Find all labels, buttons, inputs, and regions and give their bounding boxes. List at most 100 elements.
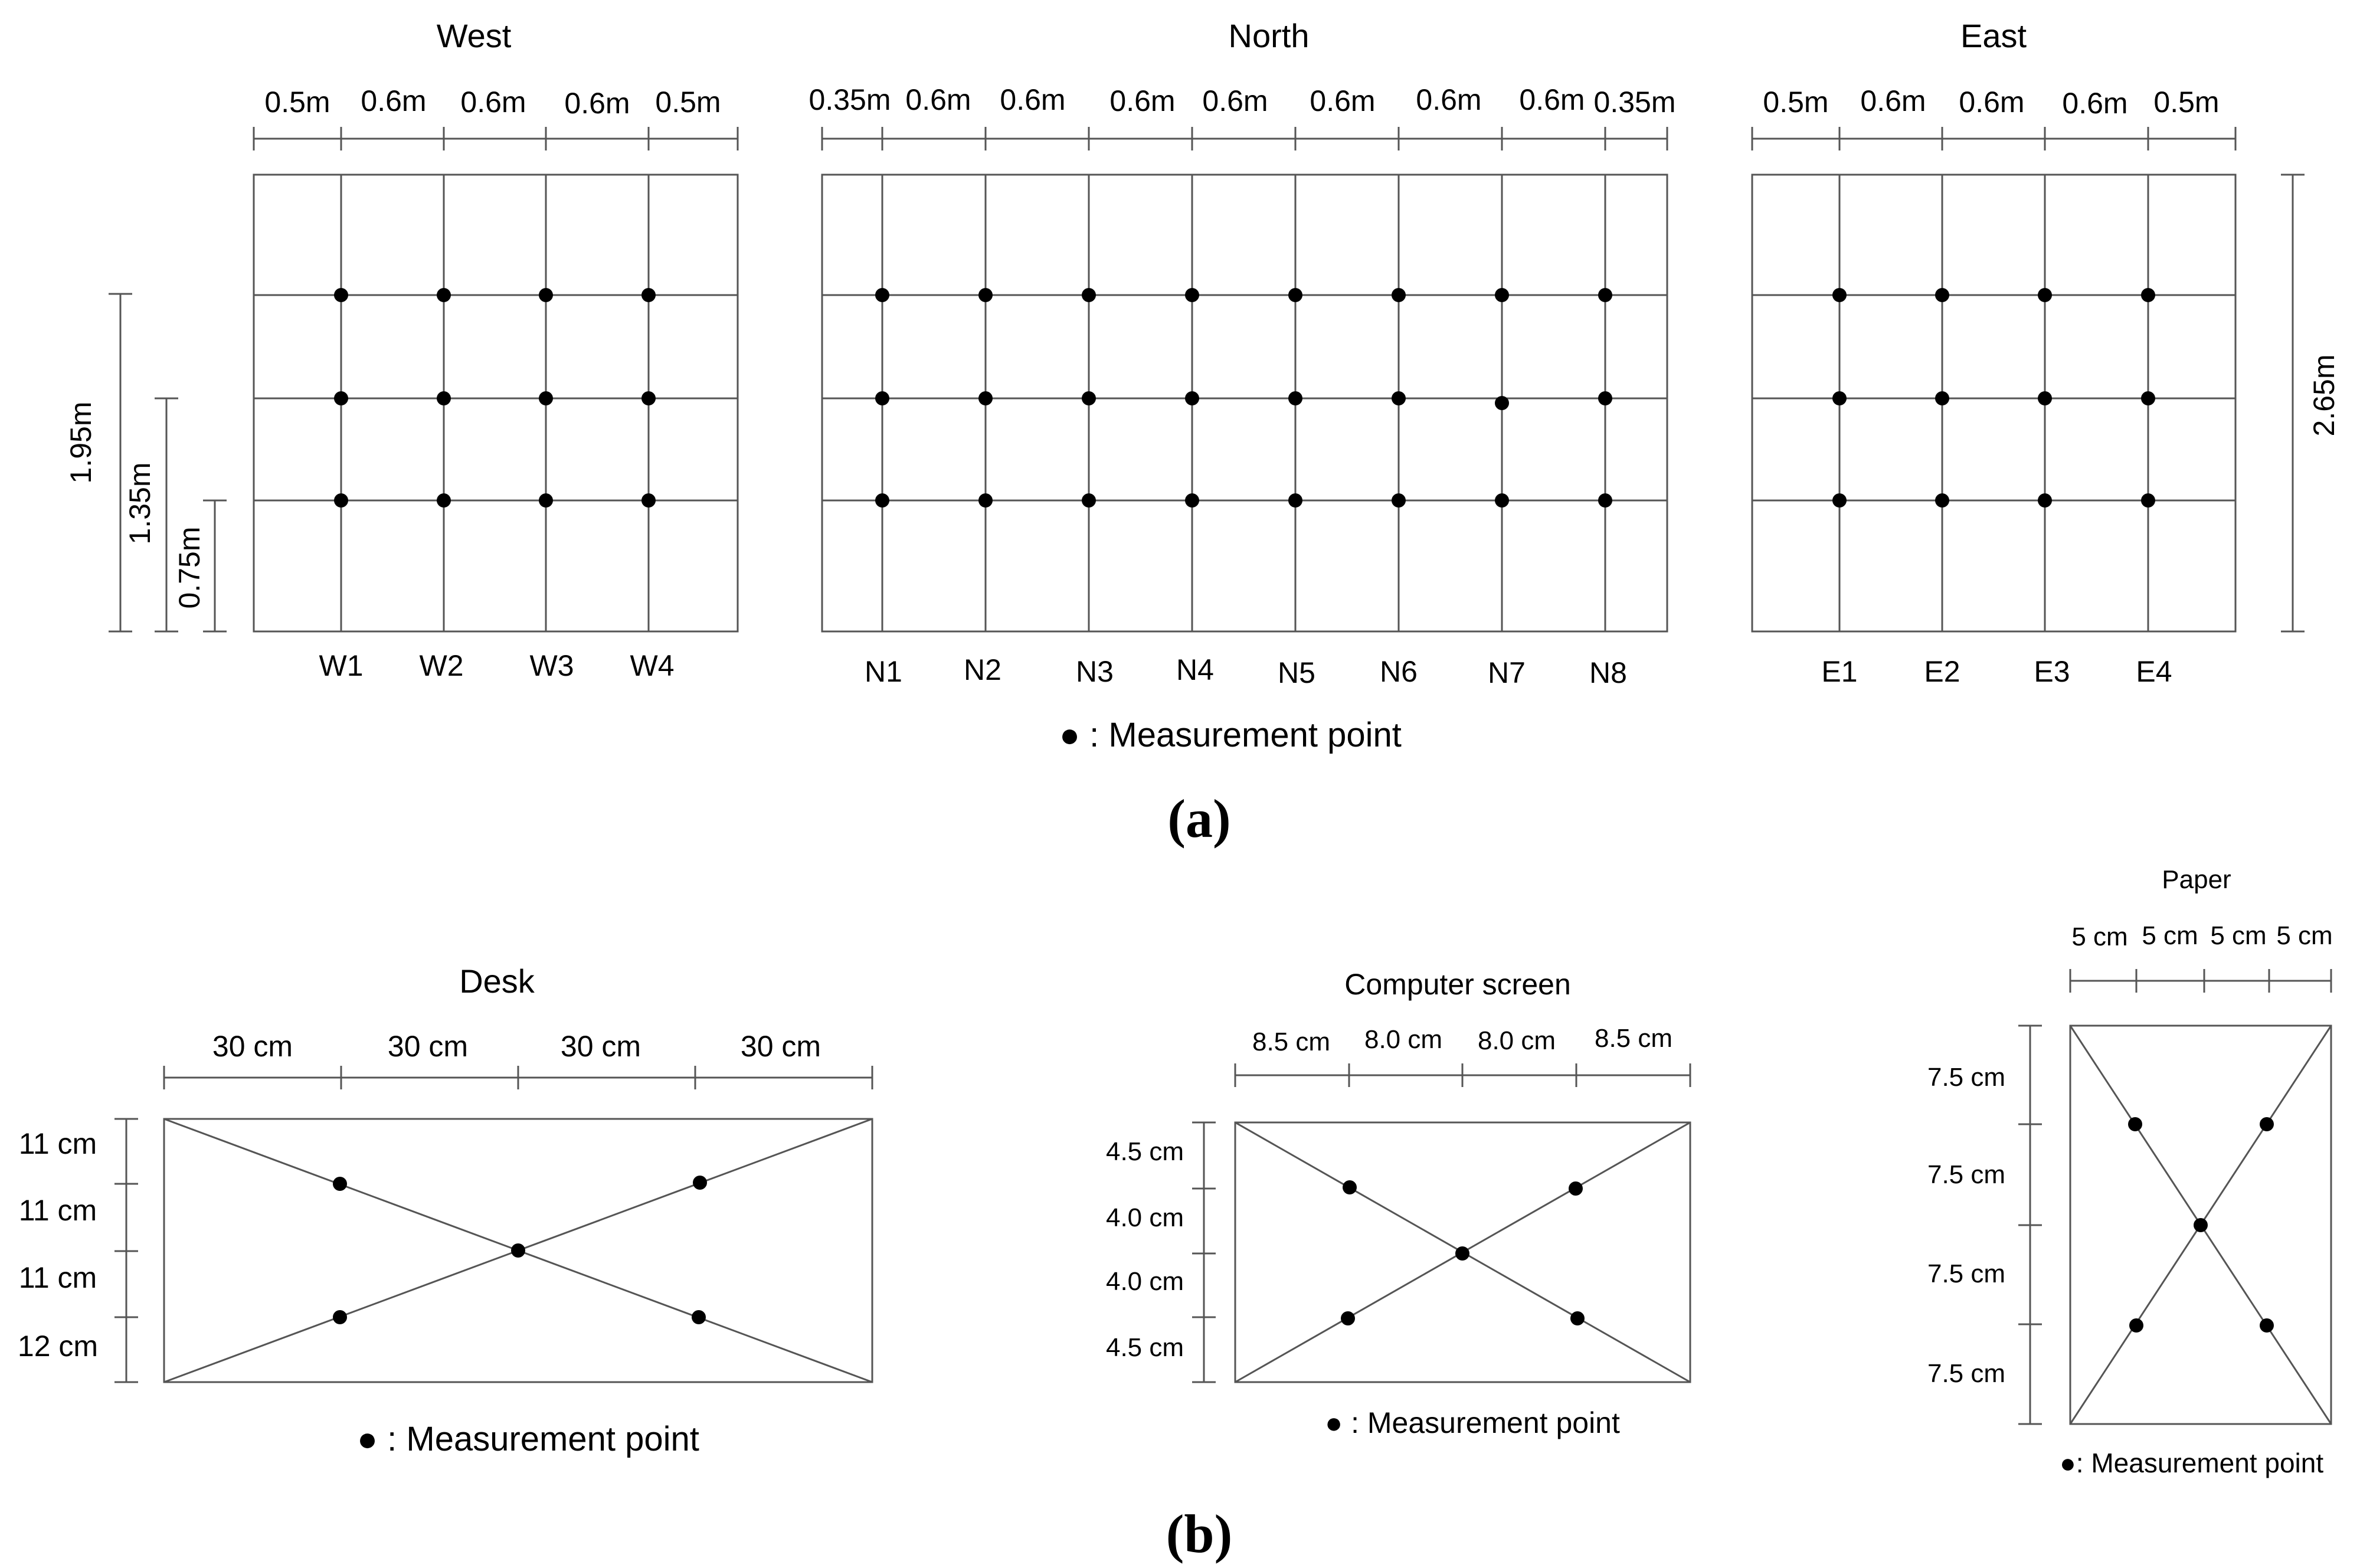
west-point-label: W1 (319, 649, 364, 682)
desk-outline (163, 1118, 873, 1383)
measurement-point (1598, 288, 1612, 302)
north-point-label: N2 (964, 653, 1001, 686)
measurement-point (978, 391, 993, 405)
measurement-point (1935, 493, 1949, 508)
height-label-1-95: 1.95m (64, 402, 97, 484)
height-dimensions: 1.95m 1.35m 0.75m (64, 293, 227, 633)
panel-b: Desk 30 cm 30 cm 30 cm 30 cm 11 cm (18, 865, 2333, 1564)
north-spacing-label: 0.6m (1416, 83, 1481, 116)
north-point-label: N3 (1076, 655, 1114, 688)
east-point-label: E2 (1924, 655, 1960, 688)
screen-height-label: 4.5 cm (1106, 1333, 1184, 1362)
measurement-point (1832, 288, 1847, 302)
measurement-point (1082, 493, 1096, 508)
paper-width-dimension (2069, 969, 2332, 993)
east-wall: East 0.5m 0.6m 0.6m 0.6m 0.5m (1751, 17, 2341, 688)
screen-diagram: Computer screen 8.5 cm 8.0 cm 8.0 cm 8.5… (1106, 968, 1691, 1439)
desk-measurement-points (333, 1176, 707, 1324)
screen-height-label: 4.0 cm (1106, 1203, 1184, 1232)
measurement-point (1343, 1180, 1357, 1194)
measurement-point (1495, 288, 1509, 302)
measurement-point (1598, 493, 1612, 508)
desk-title: Desk (459, 963, 535, 1000)
north-spacing-label: 0.6m (1310, 84, 1375, 117)
east-wall-outline (1751, 174, 2237, 633)
measurement-point (539, 391, 553, 405)
desk-width-dimension (163, 1066, 873, 1089)
measurement-point (1392, 493, 1406, 508)
measurement-point (641, 391, 656, 405)
desk-height-label: 11 cm (19, 1194, 97, 1227)
desk-height-label: 11 cm (19, 1261, 97, 1294)
measurement-point (437, 288, 451, 302)
panel-label-a: (a) (1167, 788, 1230, 849)
east-title: East (1960, 17, 2027, 54)
measurement-point (437, 391, 451, 405)
measurement-point (333, 1310, 347, 1324)
measurement-point (2141, 288, 2155, 302)
north-wall-outline (821, 174, 1668, 633)
desk-width-label: 30 cm (561, 1030, 641, 1063)
east-point-label: E3 (2034, 655, 2070, 688)
measurement-point (1288, 391, 1302, 405)
wall-height-label: 2.65m (2307, 355, 2341, 437)
screen-height-dimension (1192, 1121, 1216, 1383)
screen-width-label: 8.5 cm (1252, 1027, 1330, 1056)
measurement-point (875, 288, 889, 302)
west-wall-outline (253, 174, 739, 633)
paper-width-label: 5 cm (2142, 921, 2198, 950)
measurement-point (978, 288, 993, 302)
height-label-0-75: 0.75m (173, 527, 206, 609)
legend-a: ● : Measurement point (1059, 716, 1402, 754)
measurement-point (1288, 288, 1302, 302)
north-spacing-label: 0.6m (1519, 83, 1585, 116)
east-dimension-line (1751, 127, 2237, 150)
desk-width-label: 30 cm (741, 1030, 821, 1063)
measurement-point (539, 288, 553, 302)
measurement-point (2141, 391, 2155, 405)
north-spacing-label: 0.6m (1000, 83, 1065, 116)
desk-height-label: 11 cm (19, 1127, 97, 1160)
north-point-label: N6 (1380, 655, 1418, 688)
paper-width-label: 5 cm (2276, 921, 2332, 950)
measurement-point (1392, 288, 1406, 302)
measurement-point (1569, 1181, 1583, 1196)
measurement-point (2038, 493, 2052, 508)
paper-diagram: Paper 5 cm 5 cm 5 cm 5 cm 7.5 cm (1927, 865, 2333, 1478)
north-spacing-label: 0.6m (905, 83, 971, 116)
west-point-label: W4 (630, 649, 675, 682)
measurement-point (2129, 1318, 2143, 1333)
measurement-point (334, 288, 348, 302)
west-spacing-label: 0.5m (655, 86, 721, 119)
measurement-point (693, 1176, 707, 1190)
east-spacing-label: 0.6m (1959, 86, 2024, 119)
west-point-label: W3 (530, 649, 574, 682)
screen-height-label: 4.5 cm (1106, 1137, 1184, 1166)
measurement-point (334, 391, 348, 405)
paper-height-label: 7.5 cm (1927, 1063, 2005, 1092)
legend-screen: ● : Measurement point (1325, 1406, 1620, 1439)
legend-paper: ●: Measurement point (2060, 1448, 2323, 1478)
screen-width-label: 8.5 cm (1595, 1024, 1672, 1053)
measurement-point (641, 288, 656, 302)
measurement-point (1832, 391, 1847, 405)
measurement-point (1935, 288, 1949, 302)
measurement-point (641, 493, 656, 508)
measurement-point (1185, 391, 1199, 405)
west-point-label: W2 (420, 649, 464, 682)
north-spacing-label: 0.6m (1202, 84, 1268, 117)
desk-width-label: 30 cm (388, 1030, 468, 1063)
measurement-point (2038, 288, 2052, 302)
measurement-point (511, 1243, 525, 1258)
desk-width-label: 30 cm (212, 1030, 293, 1063)
screen-height-label: 4.0 cm (1106, 1267, 1184, 1296)
desk-diagram: Desk 30 cm 30 cm 30 cm 30 cm 11 cm (18, 963, 873, 1458)
east-point-label: E4 (2136, 655, 2172, 688)
measurement-point (1392, 391, 1406, 405)
measurement-point (1185, 288, 1199, 302)
paper-title: Paper (2162, 865, 2231, 894)
screen-width-label: 8.0 cm (1478, 1026, 1556, 1055)
measurement-point (2128, 1117, 2142, 1131)
measurement-point (875, 391, 889, 405)
measurement-point (437, 493, 451, 508)
